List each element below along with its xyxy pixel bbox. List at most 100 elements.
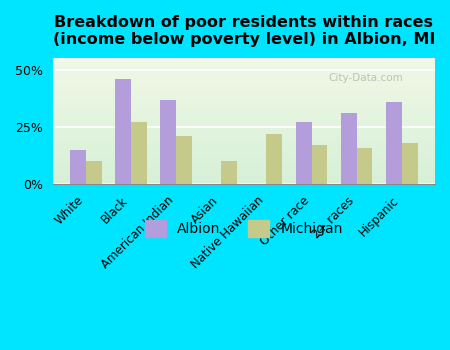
Bar: [402, 143, 418, 184]
Bar: [53, 93, 435, 95]
Bar: [131, 122, 147, 184]
Bar: [53, 121, 435, 122]
Bar: [53, 125, 435, 126]
Bar: [53, 116, 435, 118]
Bar: [53, 147, 435, 148]
Bar: [53, 162, 435, 163]
Bar: [311, 145, 327, 184]
Bar: [53, 150, 435, 152]
Bar: [53, 101, 435, 103]
Bar: [53, 118, 435, 119]
Bar: [53, 106, 435, 107]
Bar: [160, 99, 176, 184]
Bar: [53, 170, 435, 172]
Bar: [53, 167, 435, 168]
Bar: [53, 131, 435, 133]
Bar: [53, 152, 435, 153]
Bar: [53, 158, 435, 159]
Bar: [53, 144, 435, 145]
Bar: [53, 159, 435, 160]
Bar: [53, 96, 435, 97]
Bar: [53, 77, 435, 78]
Bar: [53, 182, 435, 183]
Bar: [296, 122, 311, 184]
Bar: [53, 166, 435, 167]
Bar: [53, 148, 435, 149]
Bar: [53, 84, 435, 85]
Bar: [53, 110, 435, 111]
Bar: [176, 136, 192, 184]
Bar: [53, 91, 435, 92]
Bar: [53, 177, 435, 178]
Bar: [53, 140, 435, 141]
Bar: [53, 115, 435, 116]
Bar: [53, 99, 435, 100]
Bar: [221, 161, 237, 184]
Bar: [53, 114, 435, 115]
Bar: [53, 139, 435, 140]
Bar: [53, 173, 435, 174]
Bar: [341, 113, 357, 184]
Bar: [53, 143, 435, 144]
Bar: [53, 61, 435, 62]
Bar: [53, 80, 435, 81]
Bar: [53, 156, 435, 158]
Bar: [53, 66, 435, 67]
Bar: [53, 168, 435, 169]
Bar: [53, 153, 435, 154]
Bar: [53, 89, 435, 90]
Bar: [86, 161, 102, 184]
Bar: [53, 75, 435, 76]
Bar: [53, 174, 435, 175]
Bar: [53, 164, 435, 166]
Bar: [53, 155, 435, 156]
Bar: [53, 74, 435, 75]
Legend: Albion, Michigan: Albion, Michigan: [140, 215, 348, 243]
Bar: [53, 183, 435, 184]
Bar: [53, 111, 435, 112]
Bar: [53, 92, 435, 93]
Text: City-Data.com: City-Data.com: [328, 74, 403, 83]
Bar: [53, 60, 435, 61]
Bar: [53, 97, 435, 99]
Bar: [53, 107, 435, 109]
Bar: [53, 163, 435, 164]
Bar: [53, 81, 435, 82]
Bar: [53, 138, 435, 139]
Bar: [53, 112, 435, 114]
Bar: [53, 129, 435, 130]
Bar: [53, 169, 435, 170]
Bar: [53, 78, 435, 80]
Bar: [53, 149, 435, 150]
Bar: [53, 71, 435, 72]
Bar: [115, 79, 131, 184]
Bar: [53, 119, 435, 120]
Bar: [53, 145, 435, 147]
Bar: [53, 87, 435, 89]
Bar: [53, 72, 435, 74]
Bar: [53, 105, 435, 106]
Bar: [266, 134, 282, 184]
Bar: [53, 135, 435, 136]
Bar: [53, 181, 435, 182]
Bar: [53, 134, 435, 135]
Bar: [53, 178, 435, 179]
Bar: [53, 68, 435, 70]
Bar: [53, 122, 435, 124]
Bar: [357, 148, 373, 184]
Bar: [53, 62, 435, 63]
Bar: [53, 95, 435, 96]
Bar: [53, 160, 435, 162]
Bar: [53, 126, 435, 128]
Title: Breakdown of poor residents within races
(income below poverty level) in Albion,: Breakdown of poor residents within races…: [53, 15, 435, 47]
Bar: [70, 150, 86, 184]
Bar: [53, 141, 435, 143]
Bar: [53, 65, 435, 66]
Bar: [53, 85, 435, 86]
Bar: [53, 90, 435, 91]
Bar: [53, 130, 435, 131]
Bar: [53, 70, 435, 71]
Bar: [53, 100, 435, 101]
Bar: [386, 102, 402, 184]
Bar: [53, 76, 435, 77]
